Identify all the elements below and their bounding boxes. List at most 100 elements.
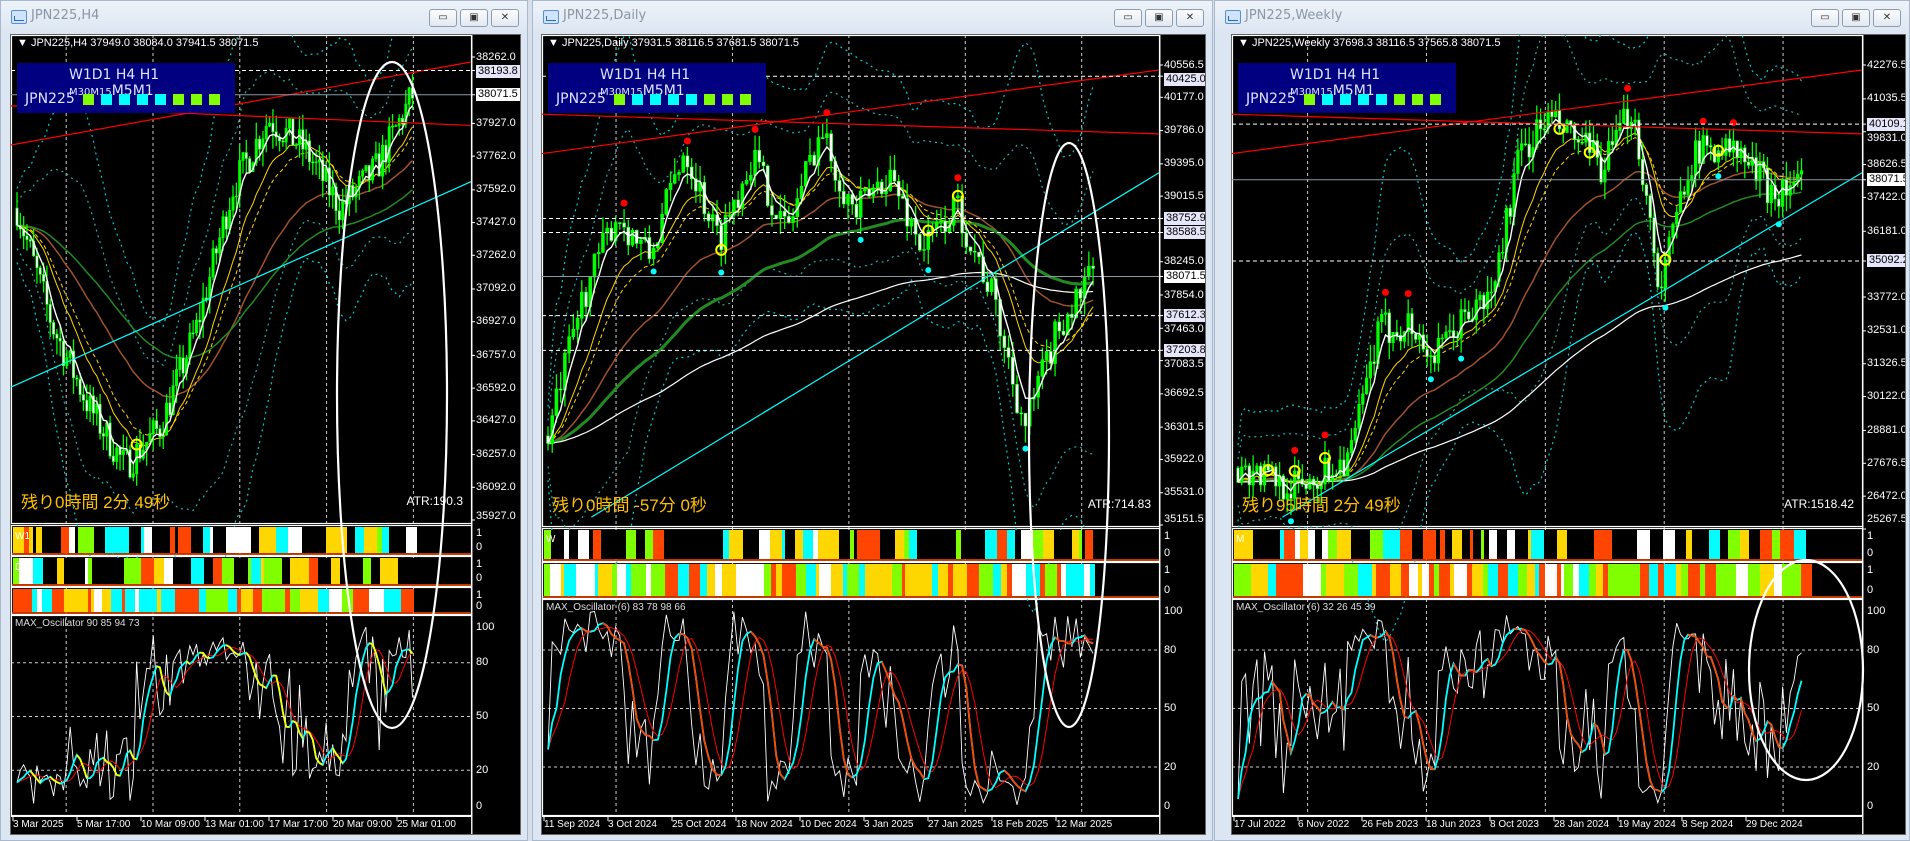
- oscillator-falling-segment: [910, 758, 917, 768]
- candle-body: [1516, 149, 1520, 174]
- oscillator-falling-segment: [822, 645, 828, 649]
- price-chart[interactable]: 40556.5 40425.0 40177.0 39786.0 39395.0 39015…: [541, 34, 1206, 835]
- trend-stripe: [564, 564, 576, 596]
- trend-stripe: [1507, 530, 1515, 559]
- trend-stripe: [1409, 564, 1418, 596]
- trend-stripe: [1282, 564, 1292, 596]
- candle-body: [744, 179, 749, 185]
- collapse-triangle-icon[interactable]: ▼: [1238, 37, 1252, 49]
- chart-canvas[interactable]: [1232, 35, 1906, 835]
- chart-window-2[interactable]: JPN225,Daily ▭ ▣ ✕ 40556.5 40425.0 40177.0 3978…: [532, 0, 1213, 841]
- close-button[interactable]: ✕: [1176, 9, 1204, 27]
- window-titlebar[interactable]: JPN225,Daily ▭ ▣ ✕: [533, 1, 1212, 33]
- candle-body: [558, 388, 563, 391]
- candle-body: [968, 246, 973, 252]
- candle-body: [78, 378, 82, 395]
- candle-body: [307, 140, 311, 163]
- trend-stripe: [1454, 564, 1467, 596]
- trend-stripe: [57, 558, 64, 584]
- chart-window-1[interactable]: JPN225,H4 ▭ ▣ ✕ 38262.0 38193.8 38071.5 37927.0…: [0, 0, 528, 841]
- trend-stripe: [819, 564, 831, 596]
- trendline-red: [542, 69, 1160, 155]
- trend-stripe: [139, 589, 146, 612]
- window-titlebar[interactable]: JPN225,H4 ▭ ▣ ✕: [1, 1, 527, 33]
- candle-body: [1501, 251, 1505, 254]
- trend-stripe: [1649, 564, 1658, 596]
- trend-stripe: [993, 564, 1001, 596]
- signal-circle: [130, 438, 143, 451]
- candle-body: [778, 210, 783, 219]
- trend-stripe: [1780, 530, 1794, 559]
- price-level-label: 40109.1: [1867, 117, 1905, 131]
- candle-body: [1527, 143, 1531, 158]
- candle-body: [799, 185, 804, 199]
- window-titlebar[interactable]: JPN225,Weekly ▭ ▣ ✕: [1215, 1, 1909, 33]
- minimize-button[interactable]: ▭: [1114, 9, 1142, 27]
- collapse-triangle-icon[interactable]: ▼: [548, 37, 562, 49]
- trend-stripe: [1676, 564, 1681, 596]
- trend-stripe: [932, 564, 938, 596]
- oscillator-falling-segment: [335, 753, 341, 759]
- ellipse-annotation: [335, 60, 449, 730]
- trend-stripe: [576, 564, 590, 596]
- price-tick-label: 35151.5: [1164, 512, 1204, 525]
- candle-body: [387, 126, 391, 163]
- candle-body: [960, 195, 964, 234]
- price-axis-line: [1862, 35, 1864, 834]
- minimize-button[interactable]: ▭: [1811, 9, 1839, 27]
- date-label: 6 Nov 2022: [1298, 819, 1350, 830]
- chart-window-3[interactable]: JPN225,Weekly ▭ ▣ ✕ 42276.5 41035.5 40109.1 398…: [1214, 0, 1910, 841]
- trend-stripe: [795, 530, 803, 559]
- chart-window-icon: [543, 10, 559, 24]
- candle-body: [1019, 412, 1024, 415]
- price-level-label: 38752.9: [1164, 211, 1206, 225]
- oscillator-falling-segment: [255, 677, 261, 685]
- candle-body: [1338, 459, 1342, 475]
- trend-stripe: [401, 589, 414, 612]
- minimize-button[interactable]: ▭: [429, 9, 457, 27]
- trend-stripe: [1417, 530, 1423, 559]
- trend-stripe: [1082, 530, 1085, 559]
- trend-stripe: [46, 589, 52, 612]
- trend-stripe: [1423, 530, 1436, 559]
- trend-stripe: [904, 530, 909, 559]
- trend-stripe: [33, 527, 36, 553]
- price-tick-label: 36301.5: [1164, 420, 1204, 433]
- trend-stripe: [360, 558, 363, 584]
- maximize-button[interactable]: ▣: [1842, 9, 1870, 27]
- oscillator-falling-segment: [973, 767, 980, 786]
- trend-stripe: [764, 564, 771, 596]
- price-tick-label: 31326.5: [1867, 357, 1906, 370]
- chart-canvas[interactable]: [542, 35, 1206, 835]
- trend-stripe: [364, 527, 377, 553]
- close-button[interactable]: ✕: [1873, 9, 1901, 27]
- collapse-triangle-icon[interactable]: ▼: [17, 37, 31, 49]
- signal-circle: [922, 224, 935, 237]
- trend-stripe: [1497, 530, 1507, 559]
- price-chart[interactable]: 42276.5 41035.5 40109.1 39831.0 38626.5 38071…: [1231, 34, 1906, 835]
- oscillator-falling-segment: [897, 702, 904, 720]
- moving-average-yellow: [547, 166, 1094, 444]
- price-chart[interactable]: 38262.0 38193.8 38071.5 37927.0 37762.0 37592…: [10, 34, 521, 835]
- oscillator-falling-segment: [902, 719, 909, 741]
- candle-body: [1387, 312, 1391, 344]
- candle-body: [609, 227, 614, 241]
- trend-stripe: [178, 527, 191, 553]
- bar-countdown: 残り0時間 -57分 0秒: [552, 496, 707, 515]
- candle-body: [592, 253, 597, 278]
- trend-stripe: [831, 564, 843, 596]
- maximize-button[interactable]: ▣: [460, 9, 488, 27]
- pane-label: M: [1236, 534, 1245, 545]
- trend-stripe: [1630, 530, 1637, 559]
- close-button[interactable]: ✕: [491, 9, 519, 27]
- trend-stripe: [223, 527, 226, 553]
- oscillator-scale-label: 20: [476, 763, 489, 776]
- swing-high-dot: [954, 174, 962, 182]
- oscillator-falling-segment: [1395, 679, 1402, 702]
- chart-canvas[interactable]: [11, 35, 521, 835]
- maximize-button[interactable]: ▣: [1145, 9, 1173, 27]
- oscillator-falling-segment: [1747, 719, 1754, 734]
- oscillator-falling-segment: [1282, 720, 1289, 736]
- candle-body: [1243, 465, 1248, 468]
- oscillator-falling-segment: [1063, 640, 1069, 645]
